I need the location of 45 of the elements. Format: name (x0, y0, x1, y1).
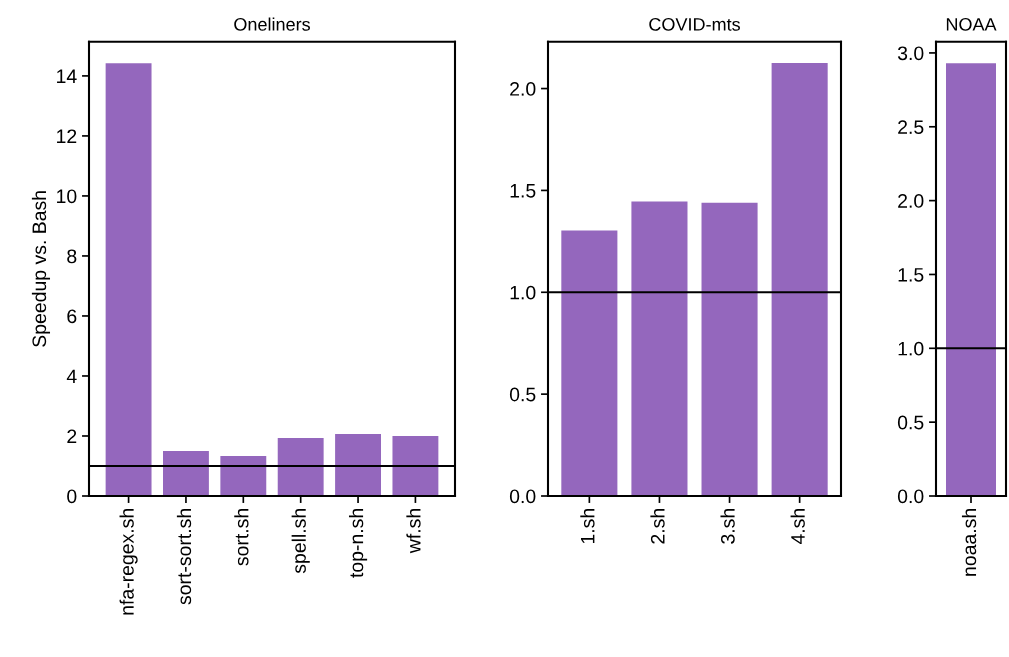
x-tick-label: 1.sh (580, 509, 595, 544)
y-tick-label: 0.0 (897, 489, 924, 504)
x-tick-label: 4.sh (790, 509, 805, 545)
bar (335, 433, 381, 496)
y-tick-label: 2.0 (510, 82, 536, 96)
x-tick-label: top-n.sh (348, 509, 368, 578)
y-tick-label: 0.5 (509, 387, 536, 402)
y-tick-label: 0.0 (509, 489, 536, 504)
x-tick-label: 2.sh (650, 509, 665, 544)
y-tick-label: 2.5 (898, 120, 924, 135)
chart-title: Oneliners (234, 17, 310, 31)
bar (561, 230, 618, 496)
x-tick-label: noaa.sh (961, 509, 977, 576)
bar (105, 63, 152, 496)
y-tick-label: 8 (67, 249, 77, 264)
y-tick-label: 2.0 (898, 194, 924, 208)
bar (163, 450, 209, 496)
y-tick-label: 0 (67, 489, 77, 504)
bar (771, 63, 828, 496)
y-tick-label: 12 (57, 129, 77, 143)
bar (277, 438, 324, 496)
x-tick-label: spell.sh (291, 509, 310, 574)
y-tick-label: 1.0 (510, 285, 536, 300)
y-tick-label: 10 (57, 189, 77, 204)
y-tick-label: 1.5 (898, 268, 924, 282)
x-tick-label: nfa-regex.sh (119, 509, 138, 615)
bar (631, 201, 688, 496)
y-tick-label: 6 (67, 309, 77, 324)
x-tick-label: 3.sh (720, 509, 735, 544)
bar (220, 456, 267, 496)
y-tick-label: 1.5 (510, 184, 536, 198)
bar (701, 202, 758, 496)
x-tick-label: wf.sh (406, 509, 421, 554)
y-axis-title: Speedup vs. Bash (31, 191, 51, 347)
x-tick-label: sort.sh (234, 509, 249, 566)
y-tick-label: 1.0 (898, 341, 924, 356)
y-tick-label: 3.0 (897, 46, 924, 61)
chart-title: NOAA (946, 17, 997, 31)
bar (392, 435, 439, 496)
chart-title: COVID-mts (649, 17, 740, 31)
y-tick-label: 0.5 (897, 415, 924, 430)
x-tick-label: sort-sort.sh (176, 509, 192, 605)
y-tick-label: 14 (57, 69, 77, 83)
y-tick-label: 4 (66, 369, 77, 384)
y-tick-label: 2 (67, 429, 77, 444)
